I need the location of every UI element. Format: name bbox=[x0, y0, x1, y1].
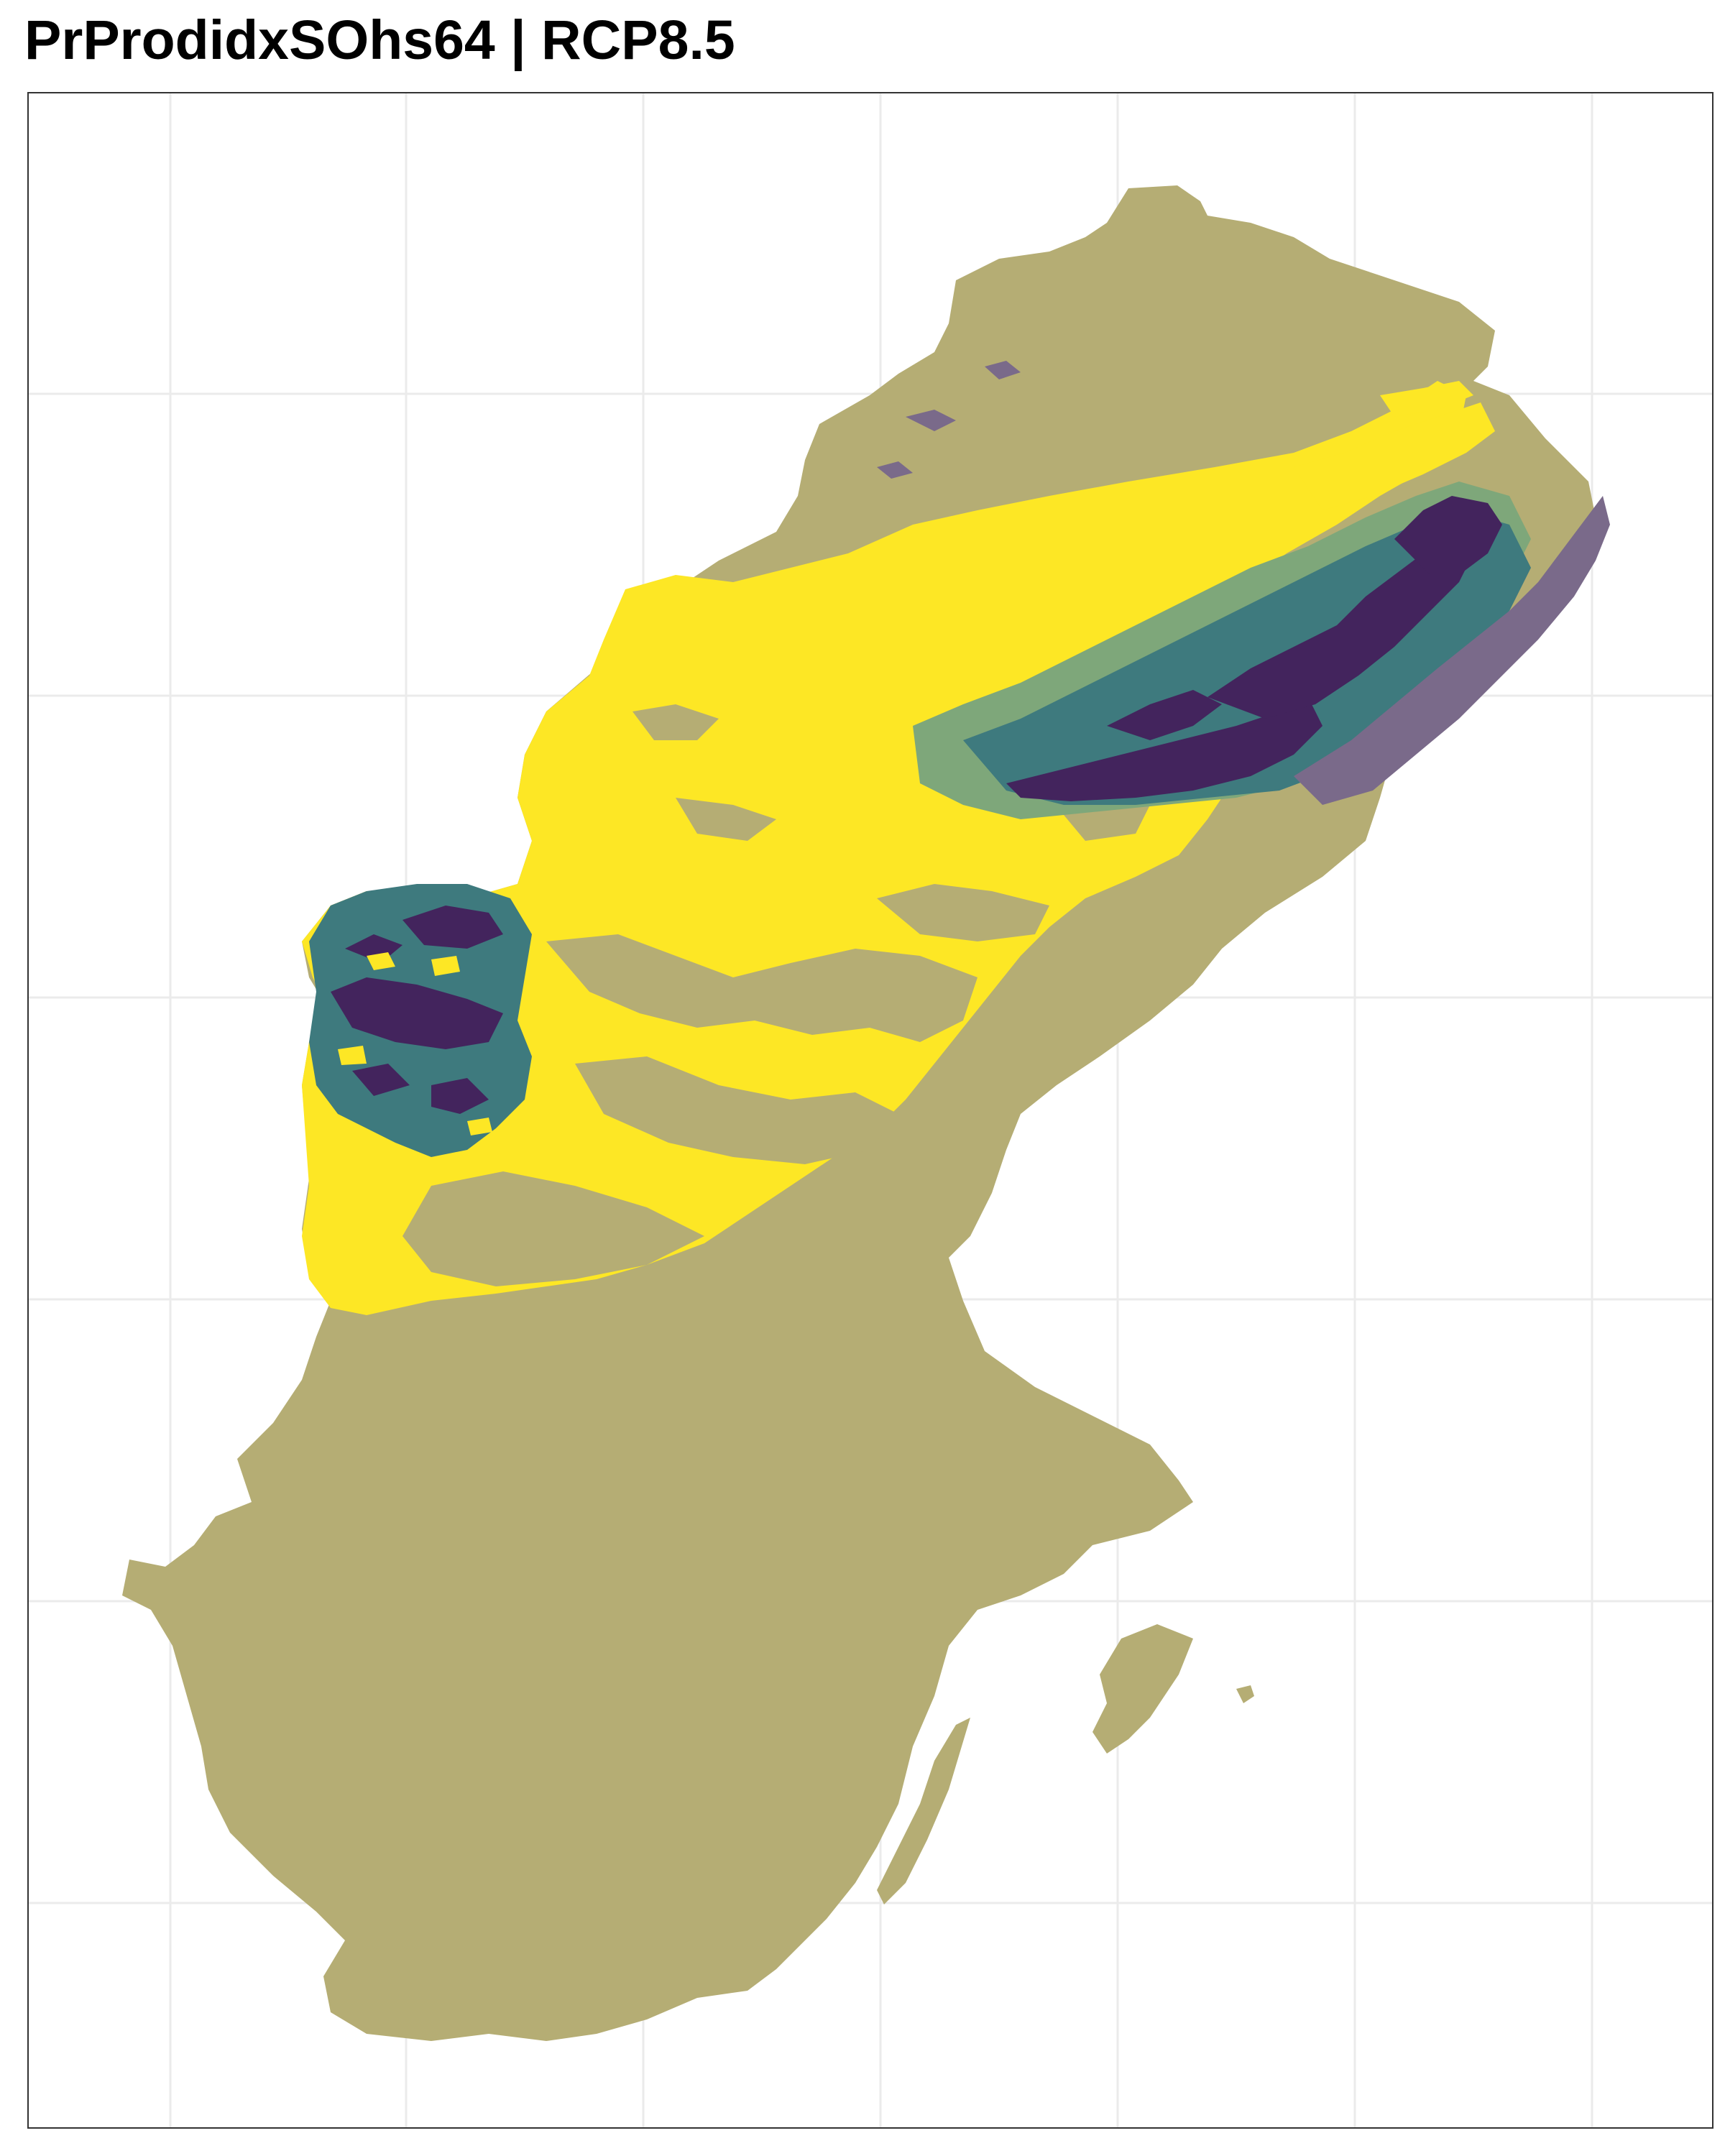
island-gotland bbox=[1092, 1624, 1193, 1754]
zone-west-yellow-specks bbox=[338, 952, 492, 1135]
map-panel[interactable] bbox=[27, 92, 1714, 2129]
zone-north-specks bbox=[877, 361, 1021, 479]
zone-dark bbox=[1006, 496, 1502, 801]
zone-high-north bbox=[1294, 381, 1495, 510]
island-oland bbox=[877, 1718, 970, 1904]
map-title: PrProdidxSOhs64 | RCP8.5 bbox=[24, 9, 735, 71]
zone-base-intrusions bbox=[402, 704, 1150, 1286]
island-small bbox=[1236, 1685, 1254, 1703]
map-canvas bbox=[29, 93, 1712, 2127]
zone-muted-purple bbox=[1294, 496, 1610, 805]
